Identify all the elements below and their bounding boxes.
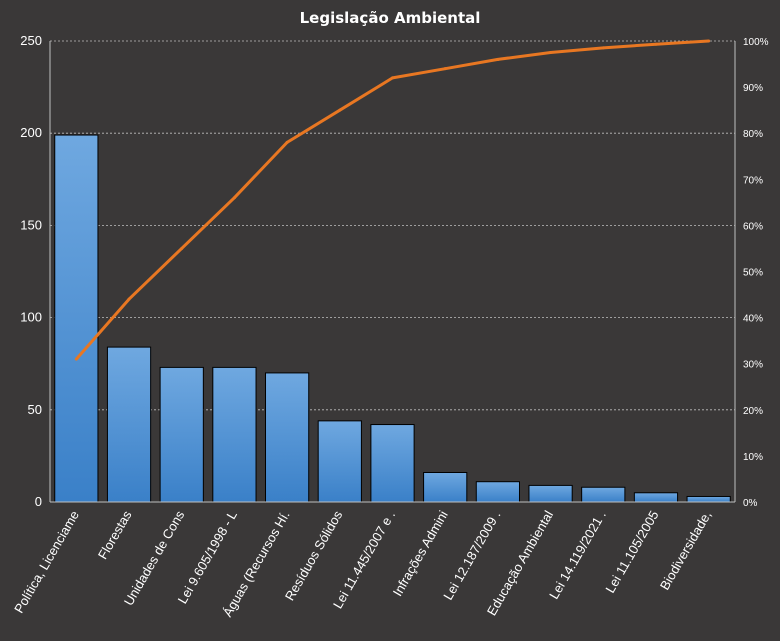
- right-tick-label: 40%: [743, 314, 763, 325]
- line-point: [707, 39, 711, 43]
- left-tick-label: 150: [20, 217, 42, 232]
- bar: [54, 134, 99, 503]
- bars: [54, 134, 731, 503]
- right-tick-label: 10%: [743, 452, 763, 463]
- bar: [475, 481, 520, 503]
- line-point: [74, 357, 78, 361]
- right-tick-label: 50%: [743, 268, 763, 279]
- line-point: [180, 246, 184, 250]
- category-label: Resíduos Sólidos: [282, 508, 346, 604]
- category-label: Lei 9.605/1998 - L: [175, 508, 240, 606]
- cumulative-line: [75, 39, 709, 361]
- category-label: Lei 12.187/2009 .: [440, 508, 503, 603]
- right-tick-label: 0%: [743, 498, 758, 509]
- line-point: [443, 67, 447, 71]
- bar: [581, 486, 626, 503]
- left-tick-label: 200: [20, 125, 42, 140]
- bar: [423, 471, 468, 503]
- line-point: [654, 42, 658, 46]
- line-point: [232, 196, 236, 200]
- line-point: [285, 140, 289, 144]
- grid-lines: [50, 40, 735, 411]
- left-axis: 0 50 100 150 200 250: [20, 33, 735, 509]
- bar: [212, 366, 257, 503]
- bar: [633, 492, 679, 503]
- bar: [106, 346, 152, 503]
- bar: [370, 424, 415, 503]
- line-point: [549, 51, 553, 55]
- bar: [317, 420, 362, 503]
- line-point: [601, 46, 605, 50]
- chart-title: Legislação Ambiental: [300, 9, 481, 27]
- left-tick-label: 50: [28, 402, 42, 417]
- cumulative-line-layer: [74, 39, 711, 361]
- category-label: Política, Licenciame: [11, 508, 82, 616]
- right-tick-label: 60%: [743, 221, 763, 232]
- bar: [528, 484, 573, 503]
- category-label: Infrações Admini: [390, 508, 451, 599]
- category-label: Lei 14.119/2021 .: [546, 508, 609, 602]
- right-tick-label: 70%: [743, 175, 763, 186]
- bar: [686, 495, 731, 503]
- line-point: [338, 108, 342, 112]
- category-label: Florestas: [95, 508, 135, 562]
- category-label: Biodiversidade,: [657, 508, 714, 592]
- category-label: Lei 11.105/2005: [602, 508, 661, 595]
- right-tick-label: 30%: [743, 360, 763, 371]
- left-tick-label: 0: [35, 494, 42, 509]
- left-tick-label: 250: [20, 33, 42, 48]
- bar: [159, 366, 204, 503]
- line-point: [127, 297, 131, 301]
- right-tick-label: 80%: [743, 129, 763, 140]
- line-point: [391, 76, 394, 80]
- right-axis: 0% 10% 20% 30% 40% 50% 60% 70% 80% 90% 100%: [734, 37, 769, 509]
- right-tick-label: 20%: [743, 406, 763, 417]
- right-tick-label: 90%: [743, 83, 763, 94]
- left-tick-label: 100: [20, 310, 42, 325]
- line-point: [496, 57, 500, 61]
- bar: [265, 372, 310, 503]
- right-tick-label: 100%: [743, 37, 769, 48]
